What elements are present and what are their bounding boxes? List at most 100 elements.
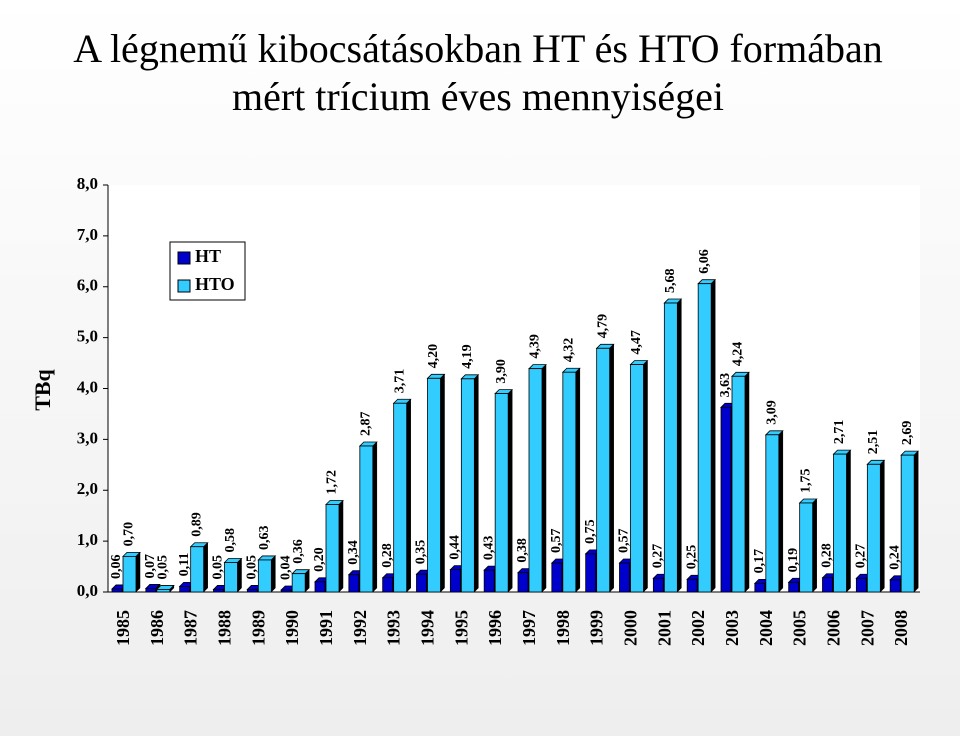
value-label: 1,75	[798, 468, 813, 493]
x-tick-label: 1988	[215, 610, 235, 646]
x-tick-label: 1998	[553, 610, 573, 646]
value-label: 0,19	[786, 548, 801, 573]
bar-side	[677, 298, 682, 593]
x-tick-label: 1989	[248, 610, 268, 646]
value-label: 0,35	[414, 540, 429, 565]
value-label: 3,90	[494, 359, 509, 383]
bar	[483, 569, 495, 593]
bar-side	[575, 367, 581, 593]
value-label: 0,25	[684, 545, 699, 570]
bar	[145, 588, 157, 593]
value-label: 0,43	[481, 536, 496, 561]
x-tick-label: 1987	[181, 610, 201, 646]
x-tick-label: 1985	[113, 610, 133, 646]
bar-side	[135, 551, 141, 593]
bar	[359, 445, 374, 593]
x-tick-label: 1986	[147, 610, 167, 646]
bar	[528, 368, 543, 593]
value-label: 0,57	[617, 529, 632, 554]
value-label: 0,70	[122, 522, 137, 547]
chart-subtitle: mért trícium éves mennyiségei	[232, 74, 724, 119]
bar-side	[237, 557, 242, 593]
bar	[799, 502, 814, 593]
value-label: 0,07	[143, 554, 158, 579]
bar	[697, 283, 712, 593]
value-label: 0,06	[109, 554, 124, 579]
bar	[314, 581, 326, 593]
value-label: 0,44	[448, 535, 463, 560]
bar	[731, 375, 746, 593]
bar	[822, 577, 833, 593]
x-tick-label: 1991	[316, 610, 336, 646]
bar-side	[812, 498, 817, 593]
x-tick-label: 1997	[519, 610, 539, 646]
bar	[754, 582, 766, 593]
bar	[551, 562, 563, 593]
value-label: 0,05	[211, 555, 226, 580]
bar	[833, 453, 847, 593]
value-label: 3,71	[392, 369, 407, 394]
bar	[596, 347, 611, 593]
bar-side	[440, 373, 445, 593]
value-label: 4,24	[731, 342, 746, 367]
bar	[517, 572, 529, 593]
bar-side	[846, 449, 851, 593]
value-label: 4,47	[629, 330, 644, 355]
value-label: 0,04	[278, 555, 293, 580]
bar-side	[338, 499, 344, 593]
x-tick-label: 2000	[621, 610, 641, 646]
bar	[416, 573, 427, 593]
value-label: 0,58	[223, 528, 238, 553]
x-tick-label: 1990	[282, 610, 302, 646]
y-axis-label: TBq	[30, 368, 55, 410]
x-tick-label: 1999	[587, 610, 607, 646]
bar-side	[406, 398, 411, 593]
value-label: 0,28	[380, 543, 395, 568]
value-label: 2,71	[832, 420, 847, 445]
value-label: 0,20	[312, 547, 327, 572]
x-tick-label: 2003	[722, 610, 742, 646]
bar	[111, 588, 123, 593]
y-tick-label: 2,0	[77, 479, 98, 498]
bar	[855, 577, 867, 593]
bar	[122, 555, 137, 593]
value-label: 1,72	[325, 470, 340, 495]
bar-side	[913, 450, 919, 593]
bar	[460, 378, 475, 593]
bar	[449, 569, 461, 593]
bar-side	[203, 542, 208, 593]
bar	[585, 553, 597, 593]
y-tick-label: 5,0	[77, 327, 98, 346]
y-tick-label: 7,0	[77, 225, 98, 244]
value-label: 0,05	[156, 555, 171, 580]
y-tick-label: 6,0	[77, 276, 98, 295]
legend-swatch	[177, 279, 191, 293]
value-label: 4,20	[426, 344, 441, 369]
x-tick-label: 2005	[790, 610, 810, 646]
value-label: 6,06	[697, 249, 712, 274]
bar	[686, 578, 698, 593]
bar-side	[744, 371, 750, 593]
y-tick-label: 8,0	[77, 174, 98, 193]
chart-title: A légnemű kibocsátásokban HT és HTO form…	[73, 26, 882, 71]
bar-side	[507, 388, 513, 593]
bar	[427, 377, 441, 593]
x-tick-label: 1993	[384, 610, 404, 646]
y-tick-label: 0,0	[77, 581, 98, 600]
value-label: 0,27	[854, 544, 869, 569]
bar	[900, 454, 915, 593]
bar	[190, 546, 205, 593]
x-tick-label: 1995	[451, 610, 471, 646]
bar	[652, 577, 664, 593]
bar-side	[880, 459, 885, 593]
bar-side	[609, 343, 614, 593]
bar	[720, 406, 732, 593]
bar	[562, 371, 577, 593]
bar	[630, 364, 644, 593]
bar	[325, 504, 340, 593]
bar	[788, 581, 800, 593]
value-label: 0,17	[752, 549, 767, 574]
bar	[348, 574, 360, 593]
value-label: 0,38	[515, 538, 530, 563]
bar-side	[778, 430, 784, 593]
